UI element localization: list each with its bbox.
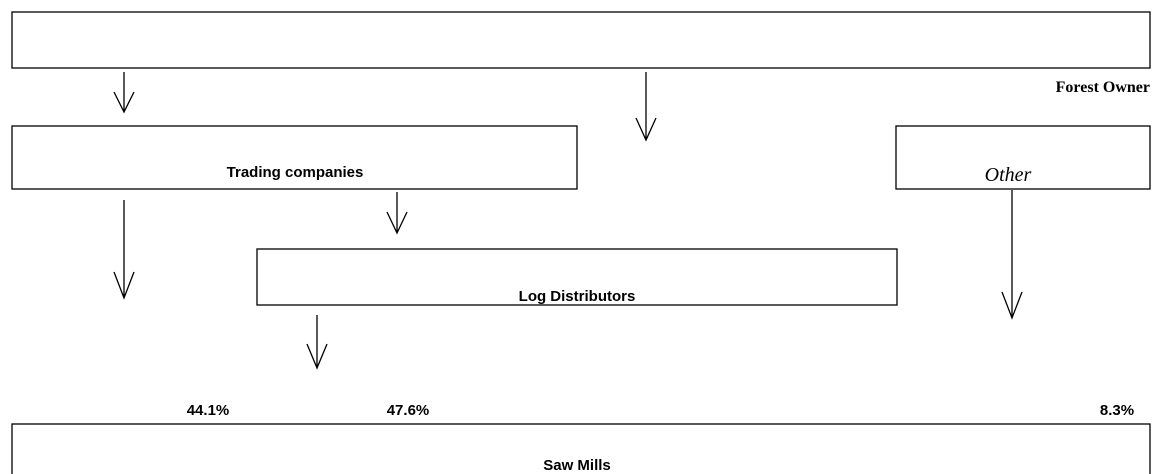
forest-owner-box	[11, 11, 1151, 69]
trading-label: Trading companies	[227, 164, 364, 181]
share-label: 47.6%	[387, 402, 430, 419]
arrow	[113, 72, 135, 114]
trading-box	[11, 125, 578, 190]
arrow	[386, 192, 408, 235]
arrow	[635, 72, 657, 142]
arrow	[306, 315, 328, 370]
saw-mills-box	[11, 423, 1151, 474]
log-distributors-label: Log Distributors	[519, 288, 636, 305]
share-label: 8.3%	[1100, 402, 1134, 419]
log-distributors-box	[256, 248, 898, 306]
arrow	[113, 200, 135, 300]
forest-owner-label: Forest Owner	[1056, 79, 1150, 96]
share-label: 44.1%	[187, 402, 230, 419]
arrow	[1001, 190, 1023, 320]
other-label: Other	[985, 164, 1032, 186]
saw-mills-label: Saw Mills	[543, 457, 611, 474]
other-box	[895, 125, 1151, 190]
